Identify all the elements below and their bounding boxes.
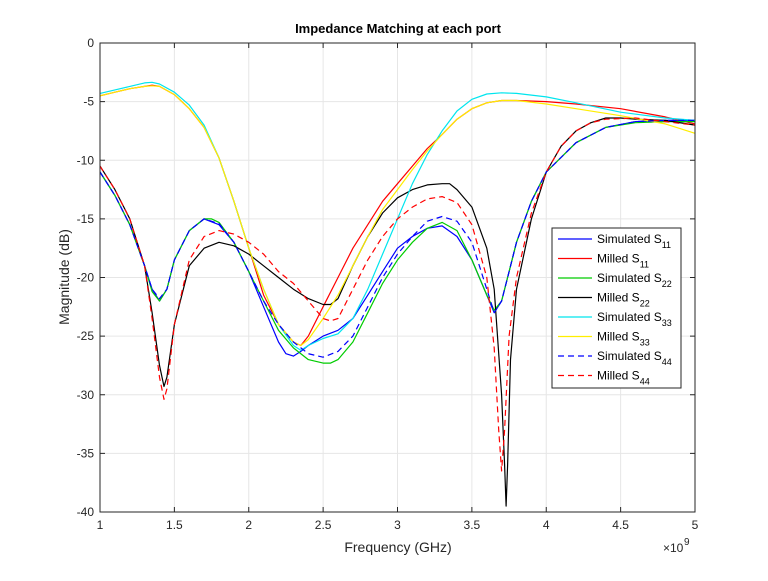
x-axis-exponent: ×10 9 — [663, 537, 690, 555]
ticks: 1 1.5 2 2.5 3 3.5 4 4.5 5 0 -5 -10 -15 -20 -25 -30 -35 -4… — [77, 36, 699, 532]
legend-entry: Milled S44 — [597, 369, 650, 387]
x-axis-exponent-base: ×10 — [663, 541, 684, 555]
x-tick-label: 4.5 — [612, 518, 629, 532]
x-tick-label: 3 — [394, 518, 401, 532]
legend-entry: Simulated S22 — [597, 271, 672, 289]
y-tick-label: -35 — [77, 446, 95, 460]
y-tick-label: -25 — [77, 329, 95, 343]
x-tick-label: 1.5 — [166, 518, 183, 532]
x-tick-label: 2 — [245, 518, 252, 532]
y-tick-label: -15 — [77, 212, 95, 226]
series-line-6 — [99, 85, 696, 347]
y-axis-label: Magnitude (dB) — [56, 229, 72, 325]
chart-title: Impedance Matching at each port — [295, 21, 502, 36]
x-tick-label: 4 — [543, 518, 550, 532]
x-tick-label: 5 — [692, 518, 699, 532]
legend-entry: Simulated S44 — [597, 349, 672, 367]
y-tick-label: -20 — [77, 271, 95, 285]
y-tick-label: -5 — [83, 95, 94, 109]
y-tick-label: 0 — [87, 36, 94, 50]
legend-entry: Simulated S11 — [597, 232, 671, 250]
y-tick-label: -10 — [77, 153, 95, 167]
x-tick-label: 2.5 — [315, 518, 332, 532]
x-tick-label: 1 — [97, 518, 104, 532]
x-axis-exponent-power: 9 — [684, 537, 690, 548]
x-axis-label: Frequency (GHz) — [344, 539, 451, 555]
legend-box — [551, 227, 682, 389]
series-line-8 — [99, 117, 696, 472]
series-line-5 — [99, 81, 696, 351]
legend-entry: Milled S11 — [597, 252, 649, 270]
legend-entry: Milled S22 — [597, 291, 650, 309]
y-tick-label: -40 — [77, 505, 95, 519]
legend-entry: Milled S33 — [597, 330, 650, 348]
y-tick-label: -30 — [77, 388, 95, 402]
x-tick-label: 3.5 — [464, 518, 481, 532]
legend-entry: Simulated S33 — [597, 310, 672, 328]
series-group — [99, 81, 696, 507]
